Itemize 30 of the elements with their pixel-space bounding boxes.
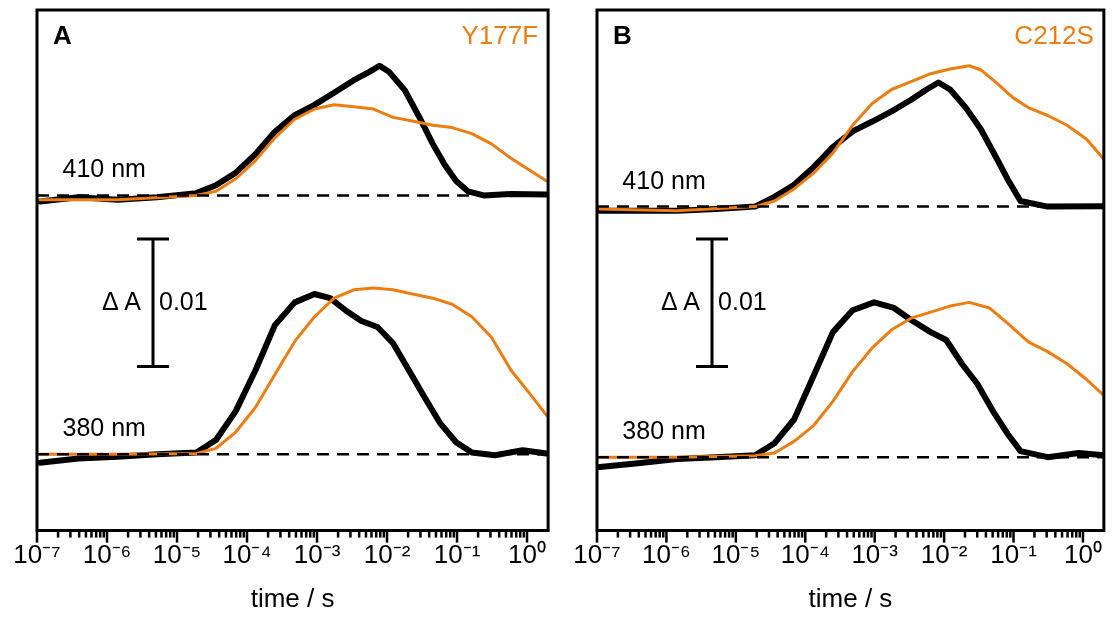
annotation: 0.01 xyxy=(718,286,767,315)
ref-line-label: 410 nm xyxy=(622,165,706,194)
x-tick-label: 10⁻² xyxy=(920,539,968,570)
x-tick-label: 10⁻⁴ xyxy=(780,539,830,570)
chart-title: A xyxy=(53,20,72,51)
x-tick-label: 10⁰ xyxy=(1064,539,1102,570)
x-tick-label: 10⁻⁵ xyxy=(711,539,761,570)
ref-line-label: 380 nm xyxy=(62,413,146,442)
x-tick-label: 10⁻⁷ xyxy=(13,539,61,570)
text: Y177F xyxy=(461,20,539,51)
ref-line-label: 380 nm xyxy=(622,416,706,445)
x-tick-label: 10⁻⁶ xyxy=(82,539,132,570)
annotation: 0.01 xyxy=(159,286,208,315)
x-axis-title: time / s xyxy=(808,582,893,613)
series-label: C212S xyxy=(1014,20,1094,51)
ref-line-label: 410 nm xyxy=(62,154,146,183)
annotation: Δ A xyxy=(102,286,142,315)
x-tick-label: 10⁻³ xyxy=(293,539,341,570)
x-tick-label: 10⁻³ xyxy=(851,539,899,570)
x-tick-label: 10⁻⁶ xyxy=(642,539,691,570)
x-tick-label: 10⁻⁴ xyxy=(222,539,272,570)
x-tick-label: 10⁻² xyxy=(363,539,411,570)
x-tick-label: 10⁻¹ xyxy=(433,539,481,570)
x-tick-label: 10⁻⁵ xyxy=(152,539,202,570)
annotation: Δ A xyxy=(661,286,701,315)
x-axis-title: time / s xyxy=(250,582,335,613)
x-tick-label: 10⁻¹ xyxy=(990,539,1038,570)
x-tick-label: 10⁻⁷ xyxy=(573,539,621,570)
x-tick-label: 10⁰ xyxy=(508,539,546,570)
chart-title: B xyxy=(613,20,632,51)
